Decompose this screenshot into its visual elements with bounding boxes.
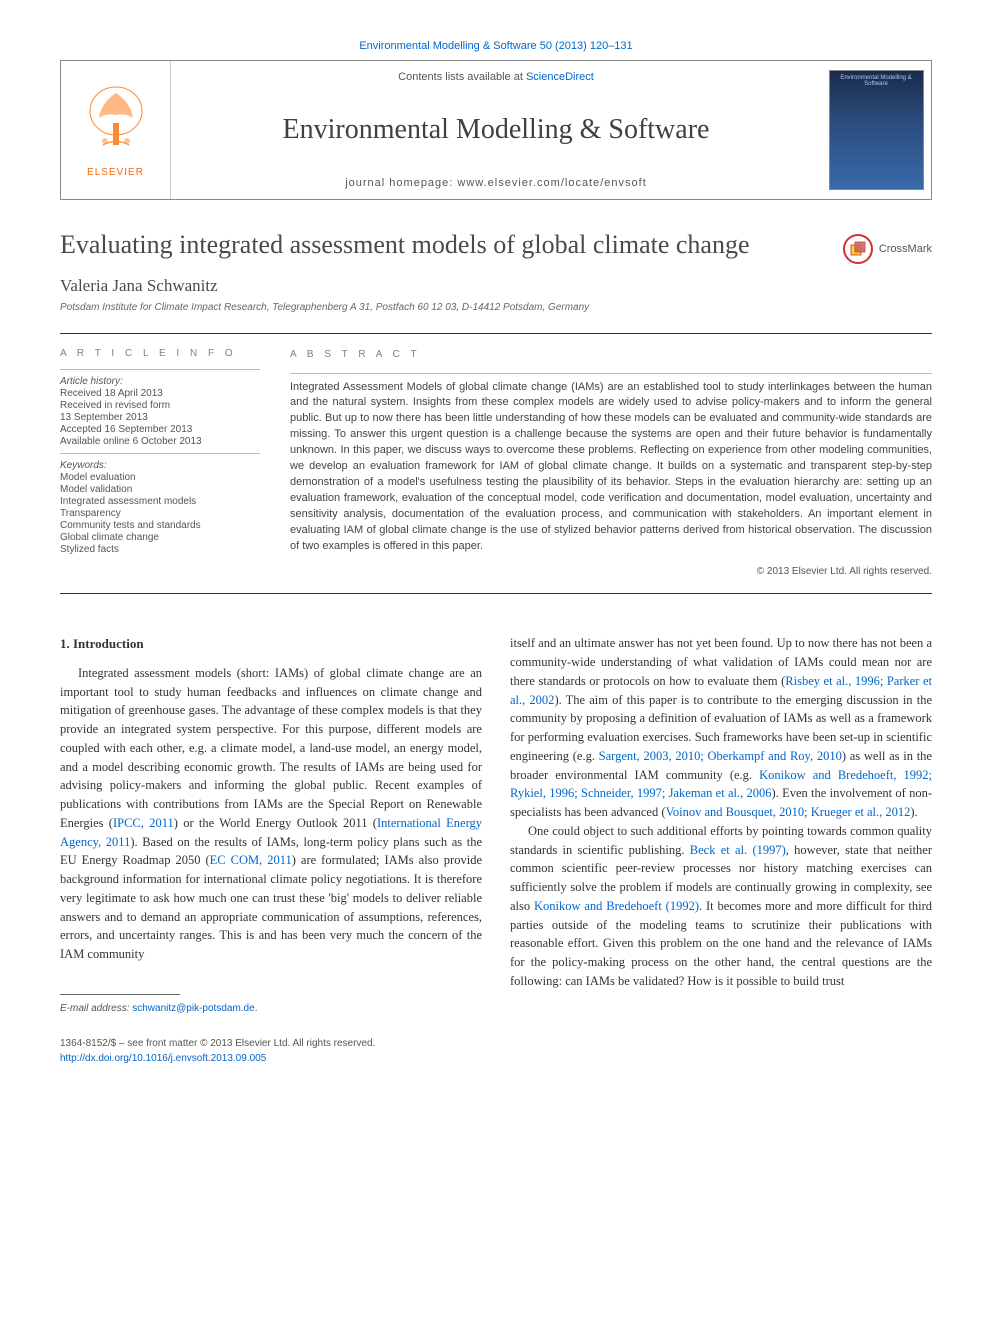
bottom-meta: 1364-8152/$ – see front matter © 2013 El… (60, 1036, 482, 1066)
email-period: . (255, 1003, 258, 1014)
section-1-heading: 1. Introduction (60, 634, 482, 654)
received-date: Received 18 April 2013 (60, 388, 260, 399)
journal-header: ELSEVIER Contents lists available at Sci… (60, 60, 932, 200)
column-left: 1. Introduction Integrated assessment mo… (60, 634, 482, 1066)
elsevier-label: ELSEVIER (87, 167, 144, 178)
abstract-copyright: © 2013 Elsevier Ltd. All rights reserved… (290, 565, 932, 580)
journal-cover-badge: Environmental Modelling & Software (834, 75, 919, 87)
p1-a: Integrated assessment models (short: IAM… (60, 666, 482, 830)
crossmark-label: CrossMark (879, 243, 932, 255)
online-date: Available online 6 October 2013 (60, 436, 260, 447)
divider-top (60, 333, 932, 334)
ref-konikow2-link[interactable]: Konikow and Bredehoeft (1992) (534, 899, 699, 913)
ref-ipcc-link[interactable]: IPCC, 2011 (113, 816, 174, 830)
author-affiliation: Potsdam Institute for Climate Impact Res… (60, 302, 932, 313)
p1-b: ) or the World Energy Outlook 2011 ( (174, 816, 377, 830)
paper-title: Evaluating integrated assessment models … (60, 230, 823, 260)
title-row: Evaluating integrated assessment models … (60, 230, 932, 264)
keywords-label: Keywords: (60, 460, 260, 471)
p1-d: ) are formulated; IAMs also provide back… (60, 853, 482, 961)
crossmark-widget[interactable]: CrossMark (843, 234, 932, 264)
abstract-heading: A B S T R A C T (290, 348, 932, 363)
homepage-line: journal homepage: www.elsevier.com/locat… (191, 177, 801, 189)
intro-para-1-cont: itself and an ultimate answer has not ye… (510, 634, 932, 822)
ai-divider-2 (60, 453, 260, 454)
article-info-block: A R T I C L E I N F O Article history: R… (60, 348, 260, 579)
body-columns: 1. Introduction Integrated assessment mo… (60, 634, 932, 1066)
abstract-divider (290, 373, 932, 374)
accepted-date: Accepted 16 September 2013 (60, 424, 260, 435)
author-name: Valeria Jana Schwanitz (60, 276, 932, 296)
keyword-4: Transparency (60, 508, 260, 519)
keyword-6: Global climate change (60, 532, 260, 543)
footnote-divider (60, 994, 180, 995)
sciencedirect-link[interactable]: ScienceDirect (526, 71, 594, 83)
ref-beck-link[interactable]: Beck et al. (1997) (690, 843, 786, 857)
journal-name: Environmental Modelling & Software (191, 114, 801, 146)
column-right: itself and an ultimate answer has not ye… (510, 634, 932, 1066)
doi-link[interactable]: http://dx.doi.org/10.1016/j.envsoft.2013… (60, 1051, 482, 1066)
contents-prefix: Contents lists available at (398, 71, 526, 83)
ref-voinov-link[interactable]: Voinov and Bousquet, 2010; Krueger et al… (666, 805, 911, 819)
revised-label: Received in revised form (60, 400, 260, 411)
abstract-block: A B S T R A C T Integrated Assessment Mo… (290, 348, 932, 579)
email-link[interactable]: schwanitz@pik-potsdam.de (132, 1003, 254, 1014)
intro-para-2: One could object to such additional effo… (510, 822, 932, 991)
ai-divider-1 (60, 369, 260, 370)
ref-ec-link[interactable]: EC COM, 2011 (210, 853, 292, 867)
keyword-7: Stylized facts (60, 544, 260, 555)
info-abstract-row: A R T I C L E I N F O Article history: R… (60, 348, 932, 579)
keyword-3: Integrated assessment models (60, 496, 260, 507)
crossmark-icon (843, 234, 873, 264)
contents-line: Contents lists available at ScienceDirec… (191, 71, 801, 83)
journal-cover-icon: Environmental Modelling & Software (829, 70, 924, 190)
revised-date: 13 September 2013 (60, 412, 260, 423)
keyword-5: Community tests and standards (60, 520, 260, 531)
homepage-prefix: journal homepage: (345, 177, 457, 189)
keyword-2: Model validation (60, 484, 260, 495)
header-center: Contents lists available at ScienceDirec… (171, 61, 821, 199)
article-info-heading: A R T I C L E I N F O (60, 348, 260, 359)
history-label: Article history: (60, 376, 260, 387)
email-footnote: E-mail address: schwanitz@pik-potsdam.de… (60, 1001, 482, 1016)
p2-e: ). (910, 805, 917, 819)
elsevier-logo-block: ELSEVIER (61, 61, 171, 199)
journal-cover-block: Environmental Modelling & Software (821, 61, 931, 199)
abstract-text: Integrated Assessment Models of global c… (290, 380, 932, 555)
keyword-1: Model evaluation (60, 472, 260, 483)
email-label: E-mail address: (60, 1003, 132, 1014)
elsevier-tree-icon (81, 83, 151, 163)
issn-line: 1364-8152/$ – see front matter © 2013 El… (60, 1036, 482, 1051)
intro-para-1: Integrated assessment models (short: IAM… (60, 664, 482, 964)
homepage-url[interactable]: www.elsevier.com/locate/envsoft (457, 177, 646, 189)
divider-bottom (60, 593, 932, 594)
journal-citation-link[interactable]: Environmental Modelling & Software 50 (2… (60, 40, 932, 52)
ref-sargent-link[interactable]: Sargent, 2003, 2010; Oberkampf and Roy, … (599, 749, 842, 763)
